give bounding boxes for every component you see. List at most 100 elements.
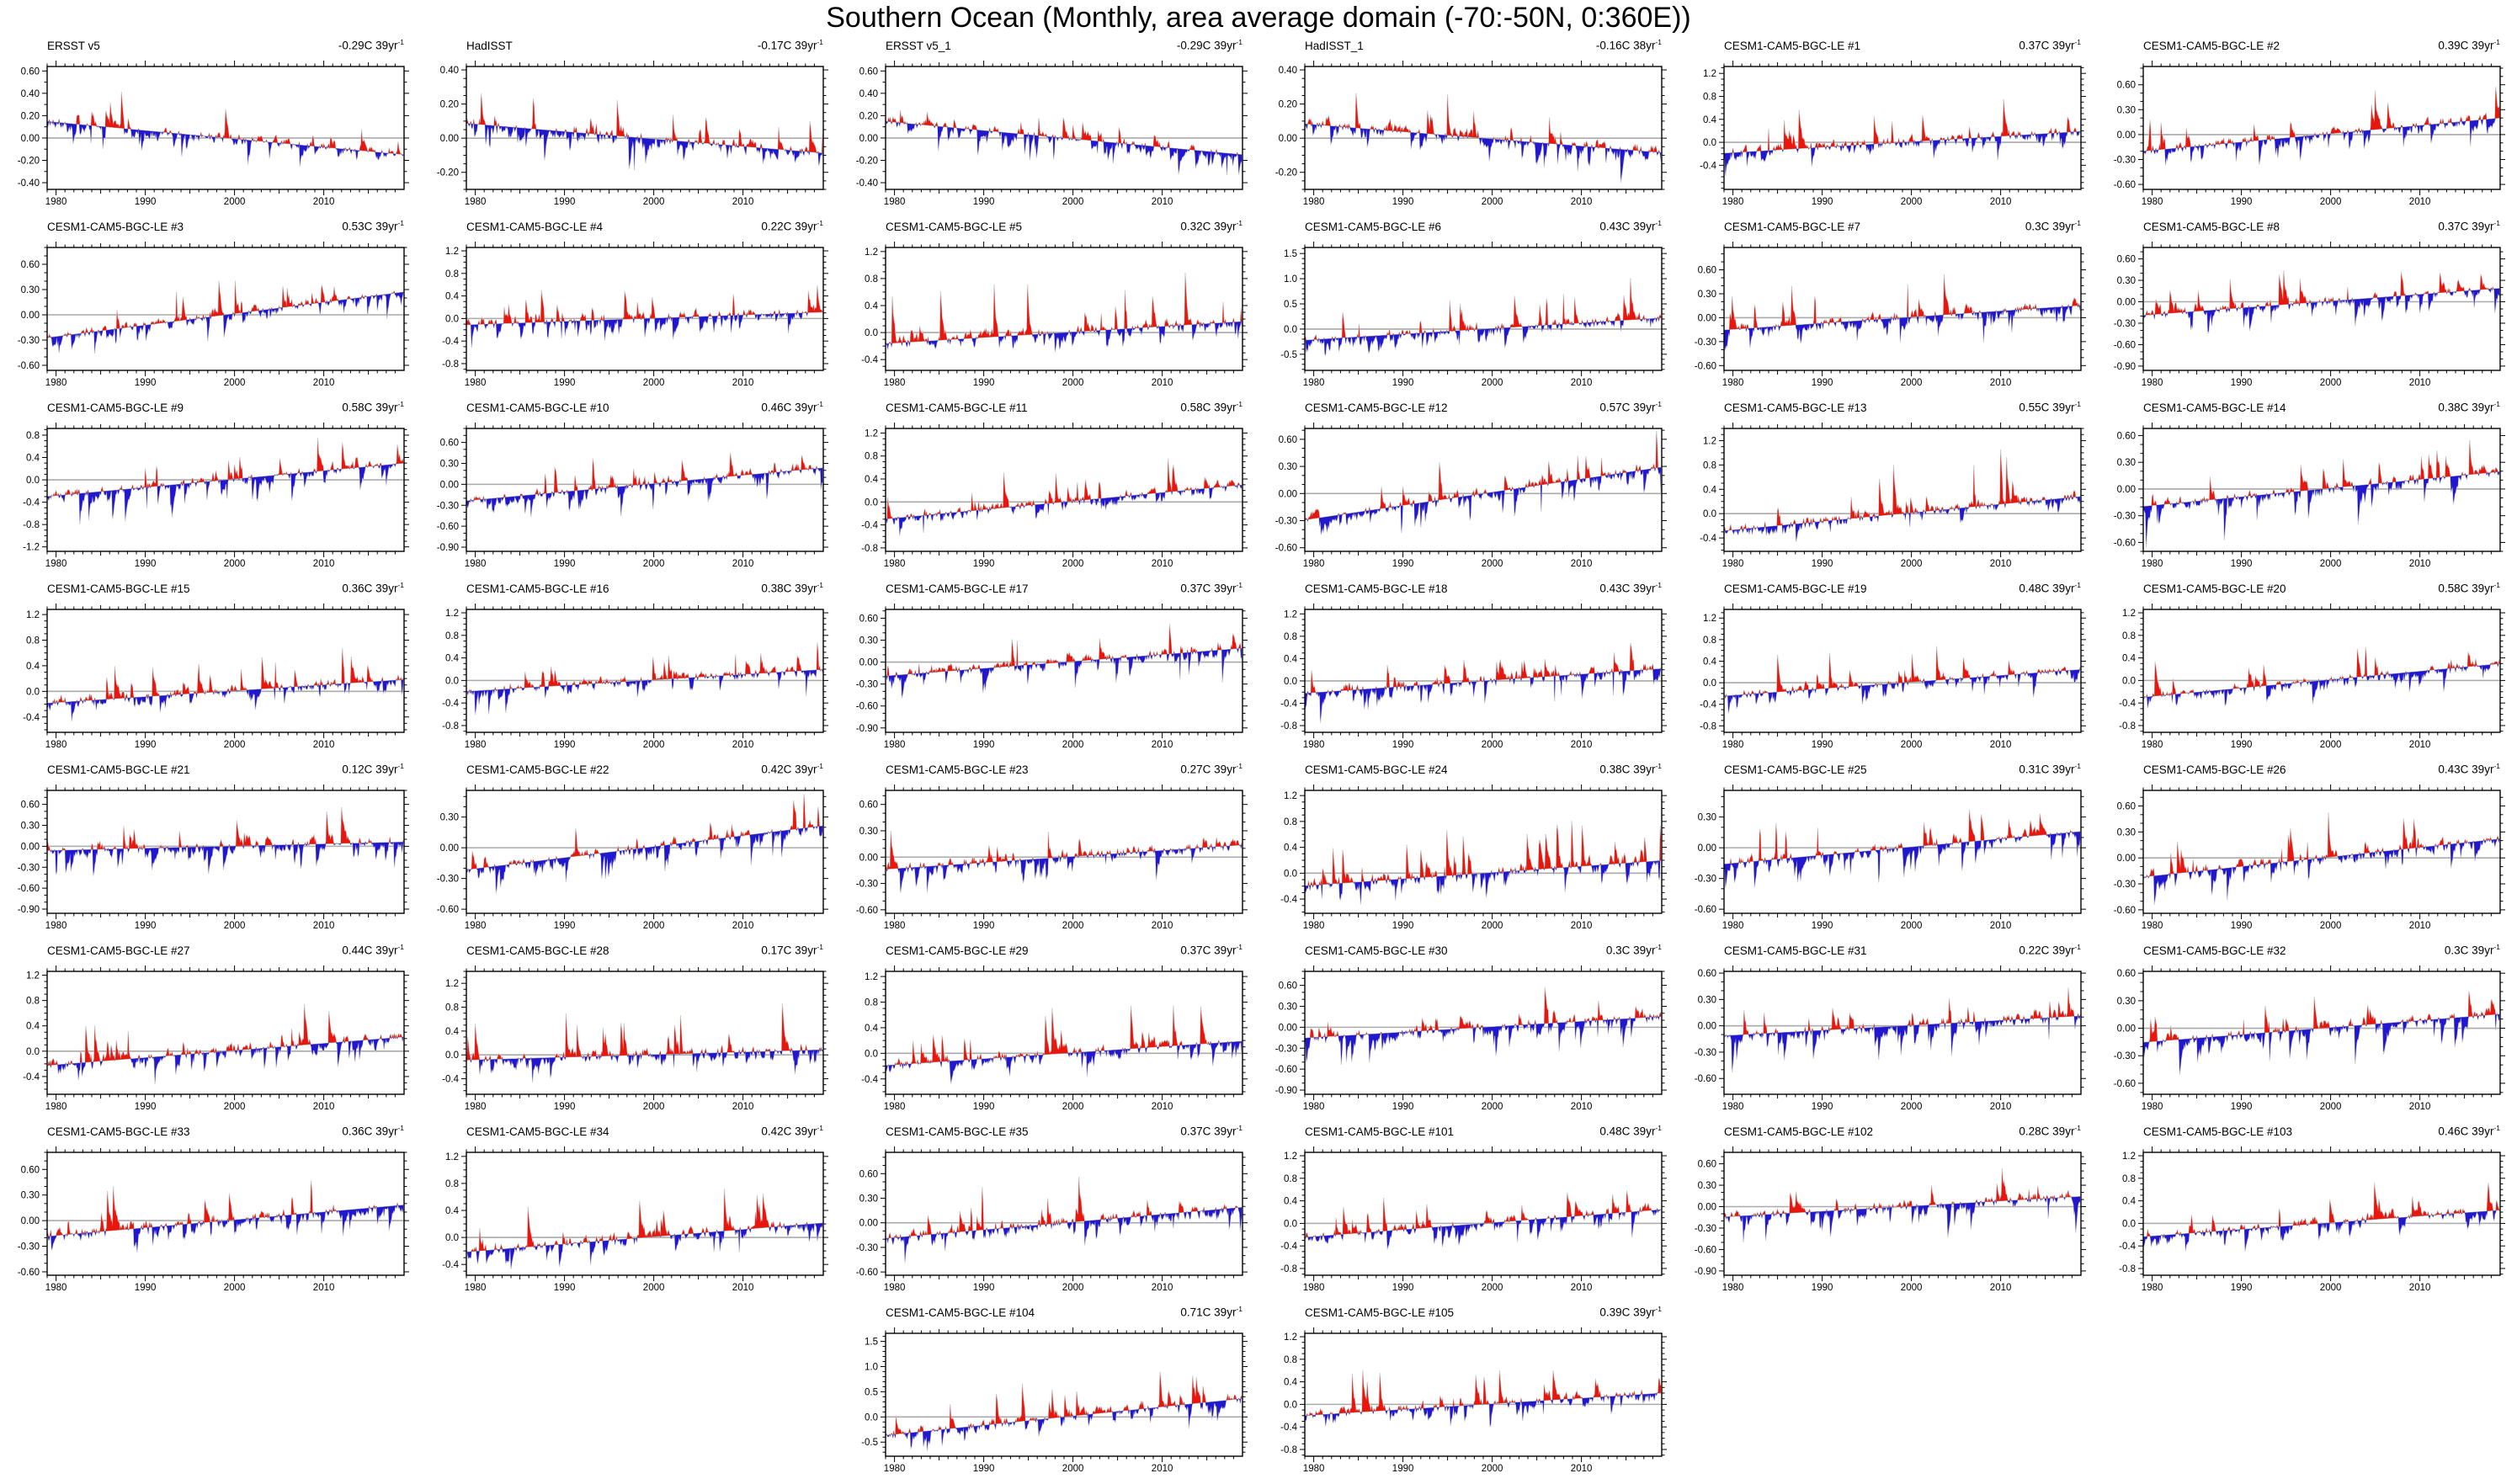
x-tick-label: 2000	[2320, 197, 2342, 207]
x-tick-label: 2000	[1062, 921, 1084, 931]
x-tick-label: 2000	[1482, 1102, 1503, 1112]
chart-panel: CESM1-CAM5-BGC-LE #23 0.27C 39yr-1 1980 199…	[840, 760, 1259, 941]
chart-header: CESM1-CAM5-BGC-LE #24 0.38C 39yr-1	[1305, 762, 1662, 776]
positive-anomaly-area	[2143, 442, 2500, 507]
x-tick-label: 2010	[313, 378, 335, 388]
positive-anomaly-area	[466, 454, 823, 501]
y-tick-label: -0.8	[2119, 1264, 2136, 1274]
plot-frame	[466, 1152, 824, 1276]
chart-panel: CESM1-CAM5-BGC-LE #102 0.28C 39yr-1 1980 19…	[1679, 1122, 2098, 1303]
x-tick-label: 1990	[1812, 921, 1833, 931]
x-tick-label: 1980	[1722, 197, 1744, 207]
trend-label: -0.16C 38yr-1	[1596, 38, 1662, 52]
trend-period: 39yr	[795, 39, 817, 52]
y-tick-label: -0.8	[1280, 1445, 1297, 1455]
x-tick-label: 1980	[465, 921, 487, 931]
x-tick-label: 2010	[313, 921, 335, 931]
trend-label: 0.58C 39yr-1	[342, 400, 404, 414]
chart-header: CESM1-CAM5-BGC-LE #27 0.44C 39yr-1	[47, 943, 404, 957]
x-tick-label: 1980	[1303, 559, 1325, 569]
y-tick-label: 0.8	[1703, 636, 1716, 646]
anomaly-plot: 1980 1990 2000 2010 -0.4 0.0 0.4 0.8 1.2	[23, 965, 409, 1112]
y-tick-label: -0.90	[2114, 362, 2136, 372]
y-tick-label: -0.60	[2114, 340, 2136, 350]
x-tick-label: 2010	[1990, 1102, 2012, 1112]
negative-anomaly-area	[1724, 1196, 2081, 1241]
x-tick-label: 2010	[732, 921, 754, 931]
y-tick-label: -0.30	[2114, 155, 2136, 165]
y-tick-label: 0.60	[2117, 81, 2136, 91]
raw-monthly-line	[466, 1003, 823, 1083]
y-tick-label: 0.60	[2117, 255, 2136, 265]
y-tick-label: 0.60	[2117, 969, 2136, 979]
x-tick-label: 1980	[2142, 1283, 2163, 1293]
x-tick-label: 2010	[313, 1102, 335, 1112]
chart-header: CESM1-CAM5-BGC-LE #2 0.39C 39yr-1	[2143, 38, 2500, 52]
chart-title: CESM1-CAM5-BGC-LE #32	[2143, 944, 2286, 957]
y-tick-label: 0.00	[1698, 843, 1716, 854]
trend-period: 39yr	[1214, 582, 1237, 595]
trend-period: 39yr	[2052, 763, 2075, 776]
raw-monthly-line	[2142, 439, 2500, 548]
trend-period: 38yr	[1633, 39, 1656, 52]
anomaly-plot: 1980 1990 2000 2010 -0.90 -0.60 -0.30 0.00 0.30 0…	[18, 785, 409, 931]
x-tick-label: 1990	[554, 1283, 576, 1293]
chart-header: HadISST_1 -0.16C 38yr-1	[1305, 38, 1662, 52]
x-tick-label: 2010	[732, 378, 754, 388]
x-tick-label: 1990	[1392, 559, 1414, 569]
x-tick-label: 1980	[1303, 1283, 1325, 1293]
trend-value: 0.3C	[2444, 944, 2469, 957]
x-tick-label: 2000	[224, 740, 246, 750]
chart-panel: CESM1-CAM5-BGC-LE #25 0.31C 39yr-1 1980 199…	[1679, 760, 2098, 941]
negative-anomaly-area	[466, 123, 823, 168]
y-tick-label: -0.8	[1700, 721, 1716, 731]
y-tick-label: 0.8	[2122, 1174, 2136, 1184]
trend-period: 39yr	[1633, 582, 1656, 595]
y-tick-label: 0.8	[445, 1003, 459, 1013]
anomaly-plot: 1980 1990 2000 2010 -0.8 -0.4 0.0 0.4 0.8 1.2	[1280, 604, 1667, 750]
y-tick-label: 0.30	[1279, 462, 1297, 472]
y-tick-label: -0.4	[1280, 1242, 1297, 1252]
x-tick-label: 1980	[45, 559, 67, 569]
y-tick-label: 0.00	[859, 853, 878, 863]
positive-anomaly-area	[1305, 645, 1662, 694]
trend-period: 39yr	[375, 944, 398, 957]
y-tick-label: 0.00	[1698, 1022, 1716, 1032]
x-tick-label: 1980	[465, 378, 487, 388]
y-tick-label: 0.60	[21, 801, 40, 811]
x-tick-label: 2000	[643, 921, 665, 931]
y-tick-label: -0.30	[18, 863, 40, 873]
x-tick-label: 1990	[135, 1283, 157, 1293]
y-tick-label: -0.60	[18, 1268, 40, 1278]
trend-value: -0.29C	[338, 39, 373, 52]
trend-label: 0.43C 39yr-1	[1599, 581, 1662, 595]
anomaly-plot: 1980 1990 2000 2010 -0.60 -0.30 0.00 0.30 0.60	[2114, 785, 2505, 931]
trend-label: 0.17C 39yr-1	[761, 943, 823, 957]
chart-title: ERSST v5_1	[886, 39, 951, 52]
x-tick-label: 2010	[1990, 559, 2012, 569]
trend-value: 0.58C	[342, 401, 373, 414]
negative-anomaly-area	[2143, 663, 2500, 708]
x-tick-label: 1990	[135, 197, 157, 207]
chart-header: CESM1-CAM5-BGC-LE #17 0.37C 39yr-1	[886, 581, 1243, 595]
negative-anomaly-area	[1724, 131, 2081, 175]
anomaly-plot: 1980 1990 2000 2010 -0.4 0.0 0.4 0.8 1.2	[23, 604, 409, 750]
chart-header: CESM1-CAM5-BGC-LE #20 0.58C 39yr-1	[2143, 581, 2500, 595]
page-title: Southern Ocean (Monthly, area average do…	[826, 2, 1691, 34]
x-tick-label: 1980	[884, 378, 906, 388]
anomaly-plot: 1980 1990 2000 2010 -0.8 -0.4 0.0 0.4 0.8 1.2	[2119, 604, 2505, 750]
trend-exponent: -1	[1655, 943, 1662, 951]
y-tick-label: -1.2	[23, 543, 40, 553]
chart-header: CESM1-CAM5-BGC-LE #32 0.3C 39yr-1	[2143, 943, 2500, 957]
trend-label: 0.39C 39yr-1	[1599, 1305, 1662, 1319]
positive-anomaly-area	[47, 93, 404, 155]
trend-period: 39yr	[1214, 220, 1237, 233]
negative-anomaly-area	[466, 311, 823, 347]
trend-label: 0.42C 39yr-1	[761, 762, 823, 776]
x-tick-label: 2010	[313, 197, 335, 207]
x-tick-label: 1990	[2231, 559, 2253, 569]
y-tick-label: -0.30	[856, 1243, 878, 1253]
x-tick-label: 1980	[465, 1102, 487, 1112]
y-tick-label: -0.30	[2114, 1051, 2136, 1061]
chart-panel: HadISST_1 -0.16C 38yr-1 1980 1990 2000 2010 -0…	[1259, 36, 1679, 217]
